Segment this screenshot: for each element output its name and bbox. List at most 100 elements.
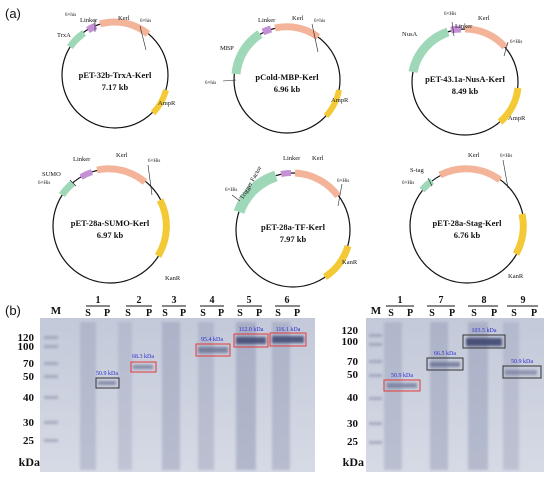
plasmid-size: 6.97 kb	[97, 230, 124, 240]
sp-label: S	[388, 308, 394, 319]
sp-label: P	[449, 308, 455, 319]
lane-number: 3	[172, 295, 177, 306]
gene-arc	[438, 165, 503, 183]
mw-label: 100	[342, 336, 359, 348]
mw-label: 40	[23, 392, 35, 404]
band-box	[269, 332, 307, 347]
resistance-label: AmpR	[158, 100, 176, 107]
band-box	[233, 333, 269, 348]
linker-label: Linker	[80, 17, 98, 24]
band-size-label: 95.4 kDa	[201, 337, 223, 343]
mw-label: 30	[347, 418, 359, 430]
plasmid-size: 8.49 kb	[452, 86, 479, 96]
plasmid-map-trxa: TrxA Linker Kerl 6×his 6×his AmpR pET-32…	[57, 13, 176, 129]
band-box	[130, 361, 157, 373]
marker-label: M	[51, 305, 62, 317]
resistance-label: KanR	[508, 273, 524, 280]
his-tag-label: 6×His	[444, 12, 456, 17]
linker-arc	[280, 170, 292, 177]
sp-label: S	[85, 308, 91, 319]
resistance-label: KanR	[165, 275, 181, 282]
mw-label: 120	[342, 325, 359, 337]
mw-label: 40	[347, 392, 359, 404]
plasmid-map-tf: Trigger Factor Linker Kerl 6×His 6×His K…	[225, 155, 358, 288]
mw-label: 120	[18, 332, 35, 344]
linker-label: Linker	[258, 17, 276, 24]
mw-label: 25	[347, 436, 359, 448]
band-box	[462, 334, 506, 349]
fusion-tag-label: MBP	[220, 45, 234, 52]
linker-label: Linker	[455, 23, 473, 30]
band-size-label: 116.1 kDa	[276, 327, 301, 333]
fusion-tag-arc	[408, 27, 450, 74]
band-box	[95, 377, 120, 389]
marker-lane	[369, 334, 382, 444]
fusion-tag-label: TrxA	[57, 32, 71, 39]
his-tag-label: 6×His	[510, 40, 522, 45]
panel-label-b: (b)	[5, 303, 21, 318]
gene-arc	[96, 165, 148, 185]
linker-arc	[79, 169, 94, 180]
sp-label: P	[531, 308, 537, 319]
gene-arc	[464, 25, 508, 50]
resistance-label: KanR	[342, 259, 358, 266]
mw-label: 25	[23, 435, 35, 447]
lane-number: 1	[96, 295, 101, 306]
sp-label: P	[407, 308, 413, 319]
sp-label: P	[256, 308, 262, 319]
lane-number: 2	[137, 295, 142, 306]
resistance-arc	[322, 244, 352, 280]
fusion-tag-label: SUMO	[42, 171, 61, 178]
sds-page-gel-right	[366, 318, 544, 472]
linker-arc	[86, 22, 98, 34]
sp-label: P	[294, 308, 300, 319]
resistance-arc	[512, 213, 527, 256]
fusion-tag-arc	[59, 180, 76, 198]
resistance-label: AmpR	[508, 115, 526, 122]
his-tag-label: 6×his	[140, 19, 151, 24]
sp-label: S	[511, 308, 517, 319]
sp-label: P	[491, 308, 497, 319]
his-tag-label: 6×His	[38, 181, 50, 186]
mw-label: 50	[23, 371, 35, 383]
band-size-label: 66.5 kDa	[434, 351, 456, 357]
sp-label: S	[471, 308, 477, 319]
plasmid-map-mbp: MBP Linker Kerl 6×his 6×his AmpR pCold-M…	[205, 15, 349, 134]
lane-number: 9	[521, 295, 526, 306]
band-size-label: 112.0 kDa	[239, 327, 264, 333]
band-size-label: 103.5 kDa	[472, 328, 497, 334]
plasmid-name: pET-43.1a-NusA-Kerl	[425, 74, 505, 84]
plasmid-name: pCold-MBP-Kerl	[255, 72, 319, 82]
band-box	[383, 379, 421, 392]
linker-arc	[261, 25, 273, 36]
panel-label-a: (a)	[5, 6, 21, 21]
band-size-label: 50.9 kDa	[511, 359, 533, 365]
sds-page-gel-left	[40, 318, 315, 472]
plasmid-size: 7.97 kb	[280, 234, 307, 244]
lane-smears	[384, 322, 519, 470]
mw-unit-label: kDa	[19, 455, 40, 469]
lane-number: 4	[210, 295, 215, 306]
plasmid-map-nusa: NusA Linker Kerl 6×His 6×His AmpR pET-43…	[402, 12, 526, 136]
linker-label: Linker	[73, 156, 91, 163]
sp-label: S	[429, 308, 435, 319]
protein-bands	[98, 336, 304, 385]
lane-number: 8	[482, 295, 487, 306]
resistance-arc	[497, 87, 522, 125]
plasmid-size: 6.76 kb	[454, 230, 481, 240]
gel-left-labels: M 120 100 70 50 40 30 25 1 2 3 4 5 6 S P…	[18, 295, 307, 469]
his-tag-label: 6×His	[500, 154, 512, 159]
band-box	[426, 357, 464, 371]
mw-label: 100	[18, 341, 35, 353]
lane-number: 7	[439, 295, 444, 306]
sp-label: P	[104, 308, 110, 319]
lane-number: 1	[398, 295, 403, 306]
his-tag-label: 6×His	[337, 179, 349, 184]
plasmid-name: pET-28a-SUMO-Kerl	[71, 218, 150, 228]
resistance-arc	[154, 198, 170, 258]
gene-label: Kerl	[312, 155, 324, 162]
fusion-tag-arc	[67, 30, 87, 50]
linker-arc	[450, 25, 462, 34]
plasmid-size: 6.96 kb	[274, 84, 301, 94]
